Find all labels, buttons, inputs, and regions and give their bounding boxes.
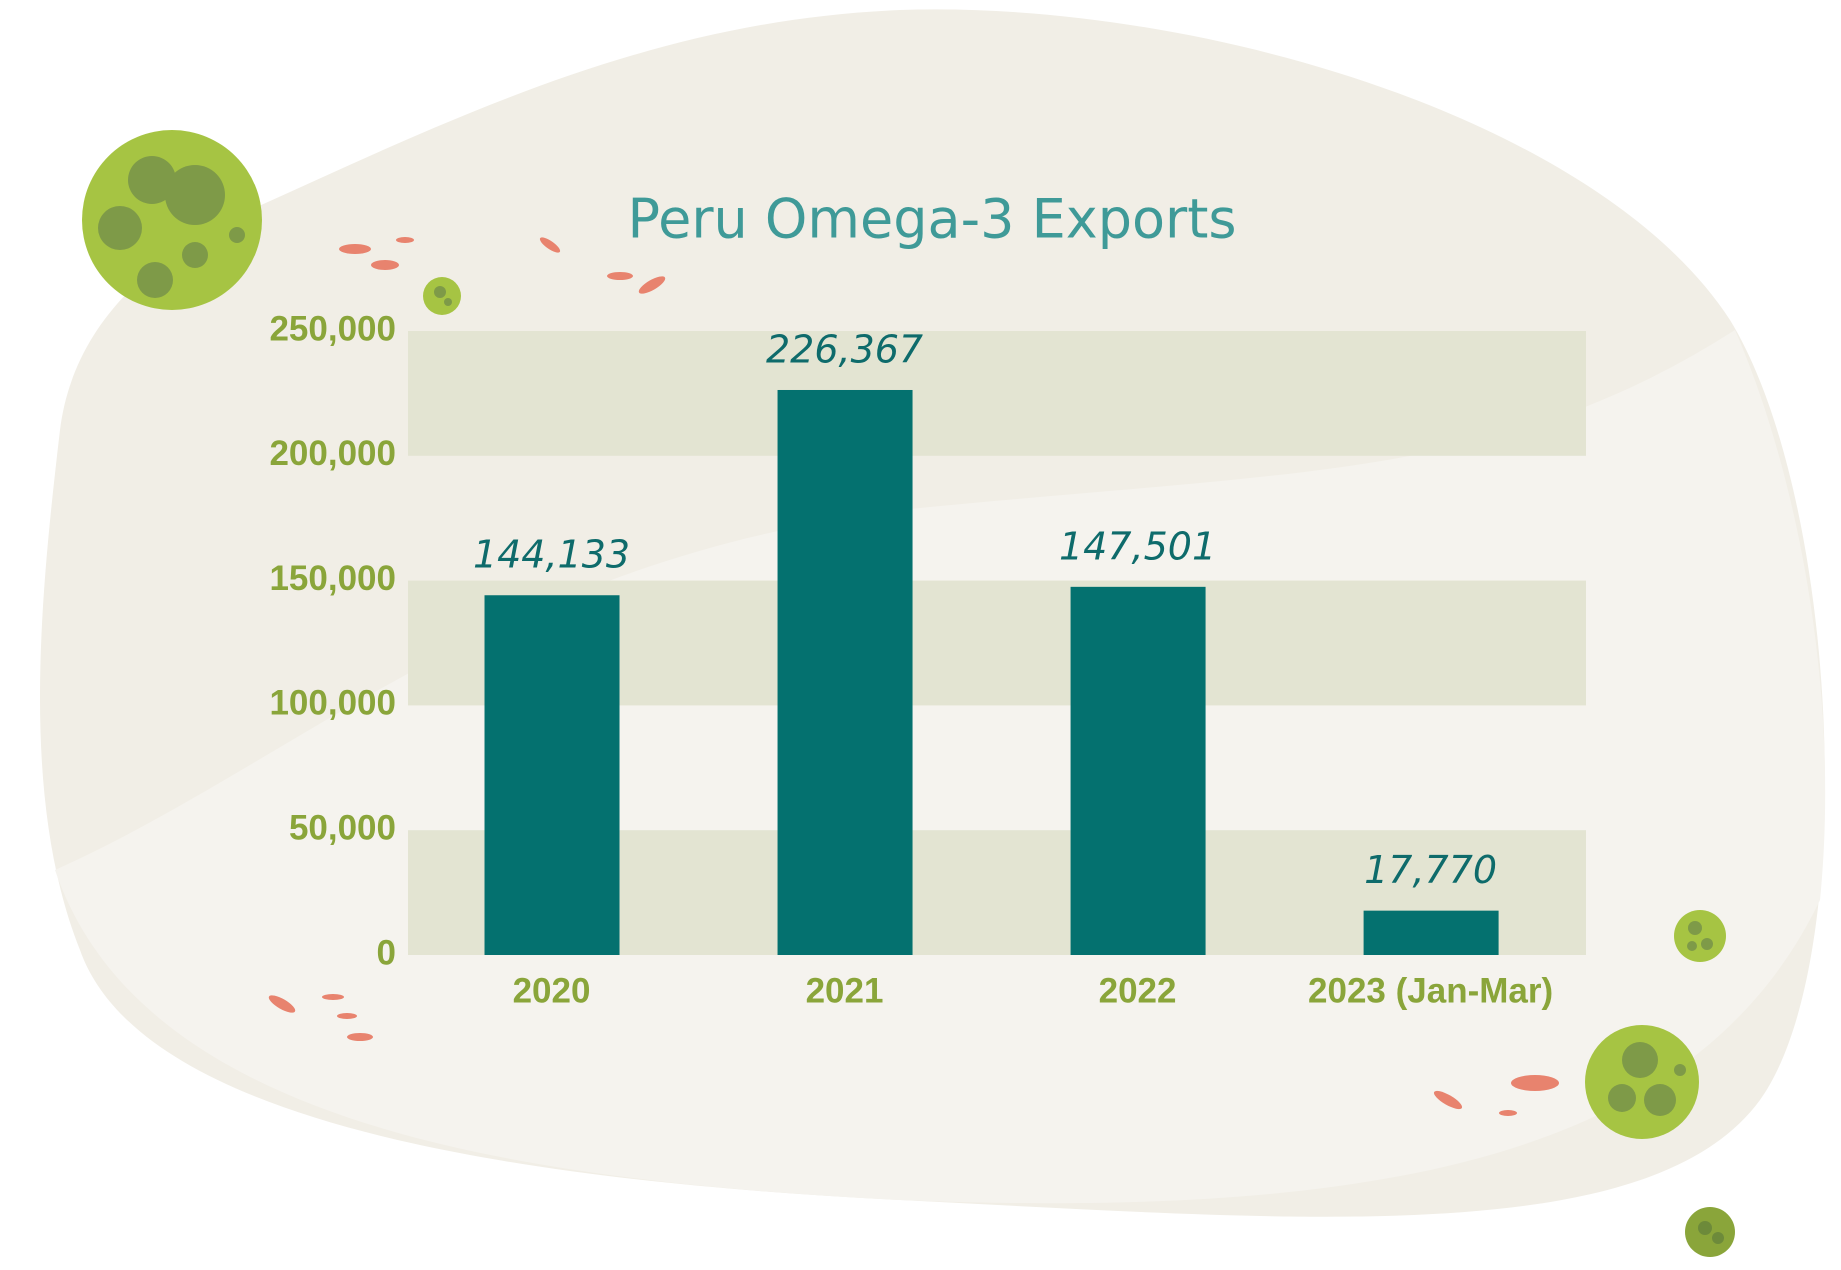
value-label: 144,133 bbox=[473, 533, 630, 577]
value-label: 226,367 bbox=[766, 327, 923, 371]
value-label: 147,501 bbox=[1059, 524, 1216, 568]
value-label: 17,770 bbox=[1364, 848, 1497, 892]
bar bbox=[484, 595, 620, 955]
decorations bbox=[82, 130, 1735, 1257]
grid-band bbox=[408, 331, 1586, 456]
y-tick-label: 250,000 bbox=[269, 309, 396, 348]
x-tick-label: 2023 (Jan-Mar) bbox=[1308, 971, 1553, 1010]
x-tick-label: 2020 bbox=[513, 971, 591, 1010]
y-tick-label: 0 bbox=[377, 933, 396, 972]
bar bbox=[1363, 910, 1499, 955]
y-tick-label: 200,000 bbox=[269, 434, 396, 473]
bar bbox=[1070, 586, 1206, 955]
y-tick-label: 50,000 bbox=[289, 808, 396, 847]
chart-title: Peru Omega-3 Exports bbox=[627, 188, 1236, 251]
y-tick-label: 150,000 bbox=[269, 559, 396, 598]
x-tick-label: 2021 bbox=[806, 971, 884, 1010]
bar bbox=[777, 389, 913, 955]
x-tick-label: 2022 bbox=[1099, 971, 1177, 1010]
y-tick-label: 100,000 bbox=[269, 684, 396, 723]
